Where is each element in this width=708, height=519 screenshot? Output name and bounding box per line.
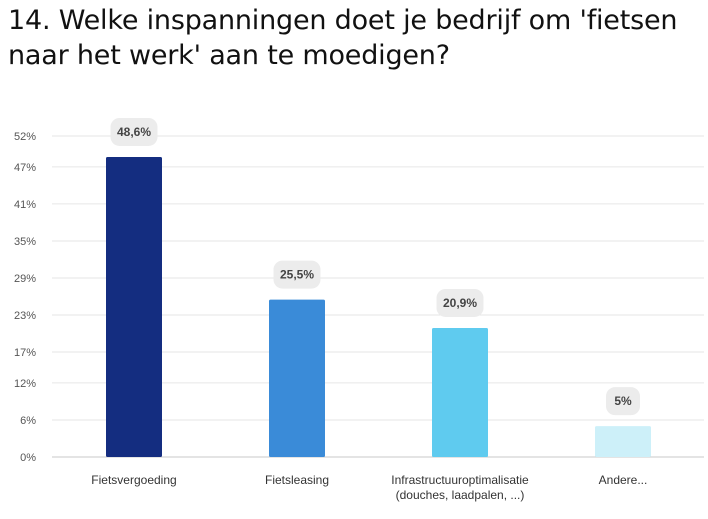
category-label: (douches, laadpalen, ...) (396, 488, 525, 502)
x-axis-category-labels: Fietsvergoeding Fietsleasing Infrastructuu… (91, 473, 647, 502)
data-label: 25,5% (280, 268, 314, 282)
data-label-pill (110, 117, 158, 146)
data-label-pill (273, 260, 321, 289)
y-tick-label: 17% (14, 347, 36, 359)
y-tick-label: 35% (14, 236, 36, 248)
category-label: Fietsleasing (265, 473, 329, 487)
data-label-pill (606, 387, 640, 416)
data-label: 20,9% (443, 296, 477, 310)
category-label: Andere... (599, 473, 648, 487)
y-tick-label: 0% (20, 452, 36, 464)
y-tick-label: 52% (14, 131, 36, 143)
category-label: Fietsvergoeding (91, 473, 176, 487)
y-axis-tick-labels: 0% 6% 12% 17% 23% 29% 35% 41% 47% 52% (14, 131, 36, 464)
y-tick-label: 41% (14, 199, 36, 211)
y-tick-label: 12% (14, 378, 36, 390)
bars (106, 156, 651, 457)
data-labels: 48,6% 25,5% 20,9% 5% (110, 117, 640, 416)
data-label: 5% (614, 394, 632, 408)
category-label: Infrastructuuroptimalisatie (391, 473, 529, 487)
bar (269, 299, 325, 457)
data-label-pill (436, 288, 484, 317)
y-tick-label: 47% (14, 162, 36, 174)
bar (595, 426, 651, 457)
y-tick-label: 29% (14, 273, 36, 285)
page-title: 14. Welke inspanningen doet je bedrijf o… (8, 5, 678, 71)
y-tick-label: 23% (14, 310, 36, 322)
bar (432, 327, 488, 457)
bar (106, 156, 162, 457)
y-tick-label: 6% (20, 415, 36, 427)
data-label: 48,6% (117, 125, 151, 139)
